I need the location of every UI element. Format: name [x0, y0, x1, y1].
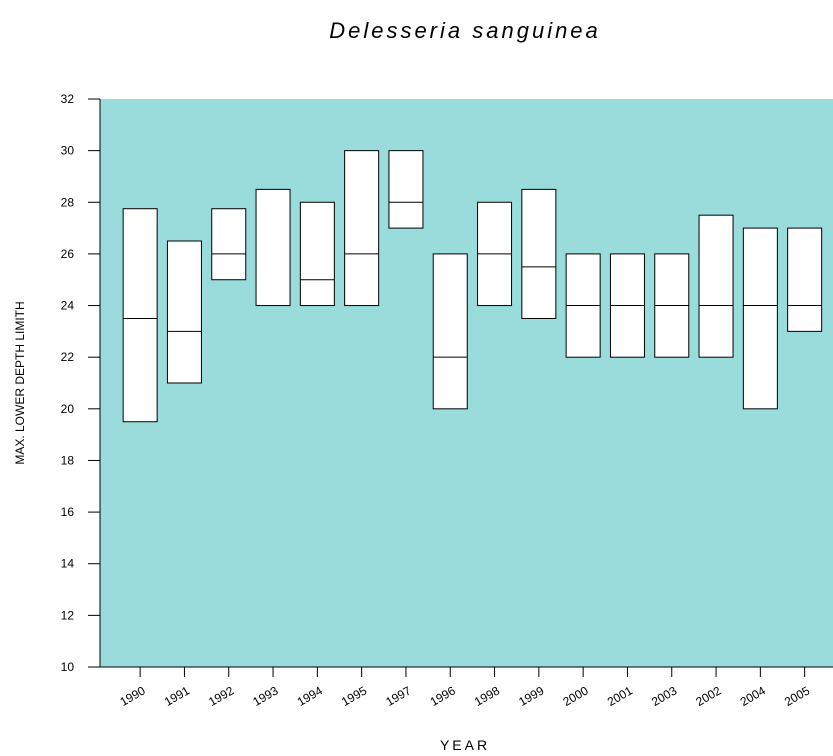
- range-box: [787, 227, 823, 332]
- range-box: [255, 188, 291, 307]
- x-tick-label: 1991: [162, 683, 192, 709]
- x-axis-label: YEAR: [440, 737, 490, 753]
- range-box: [521, 188, 557, 319]
- range-box: [698, 214, 734, 358]
- x-tick-label: 1997: [383, 683, 413, 709]
- y-tick-label: 28: [61, 195, 75, 209]
- range-box: [742, 227, 778, 410]
- x-tick-label: 2002: [693, 683, 723, 709]
- range-box: [122, 208, 158, 423]
- y-tick-label: 10: [61, 660, 75, 674]
- range-box: [211, 208, 247, 281]
- y-tick-label: 12: [61, 608, 75, 622]
- y-tick-label: 32: [61, 92, 75, 106]
- x-tick-label: 1995: [339, 683, 369, 709]
- x-tick-label: 1996: [428, 683, 458, 709]
- range-box: [344, 150, 380, 307]
- x-tick-label: 1998: [472, 683, 502, 709]
- y-tick-label: 30: [61, 144, 75, 158]
- x-tick-label: 2000: [561, 683, 591, 709]
- y-tick-label: 24: [61, 299, 75, 313]
- y-tick-label: 22: [61, 350, 75, 364]
- x-tick-label: 1994: [295, 683, 325, 709]
- y-axis-label: MAX. LOWER DEPTH LIMITH: [13, 301, 27, 464]
- range-box: [388, 150, 424, 229]
- x-tick-label: 1992: [206, 683, 236, 709]
- x-tick-label: 2005: [782, 683, 812, 709]
- x-tick-label: 2004: [738, 683, 768, 709]
- y-tick-label: 18: [61, 453, 75, 467]
- x-tick-label: 2003: [649, 683, 679, 709]
- y-tick-label: 20: [61, 402, 75, 416]
- x-tick-label: 1999: [516, 683, 546, 709]
- y-tick-label: 14: [61, 557, 75, 571]
- x-tick-label: 1990: [118, 683, 148, 709]
- y-tick-label: 26: [61, 247, 75, 261]
- chart-title: Delesseria sanguinea: [329, 18, 601, 43]
- x-tick-label: 1993: [250, 683, 280, 709]
- y-tick-label: 16: [61, 505, 75, 519]
- x-tick-label: 2001: [605, 683, 635, 709]
- range-box: [432, 253, 468, 410]
- range-box: [166, 240, 202, 384]
- range-box: [299, 201, 335, 307]
